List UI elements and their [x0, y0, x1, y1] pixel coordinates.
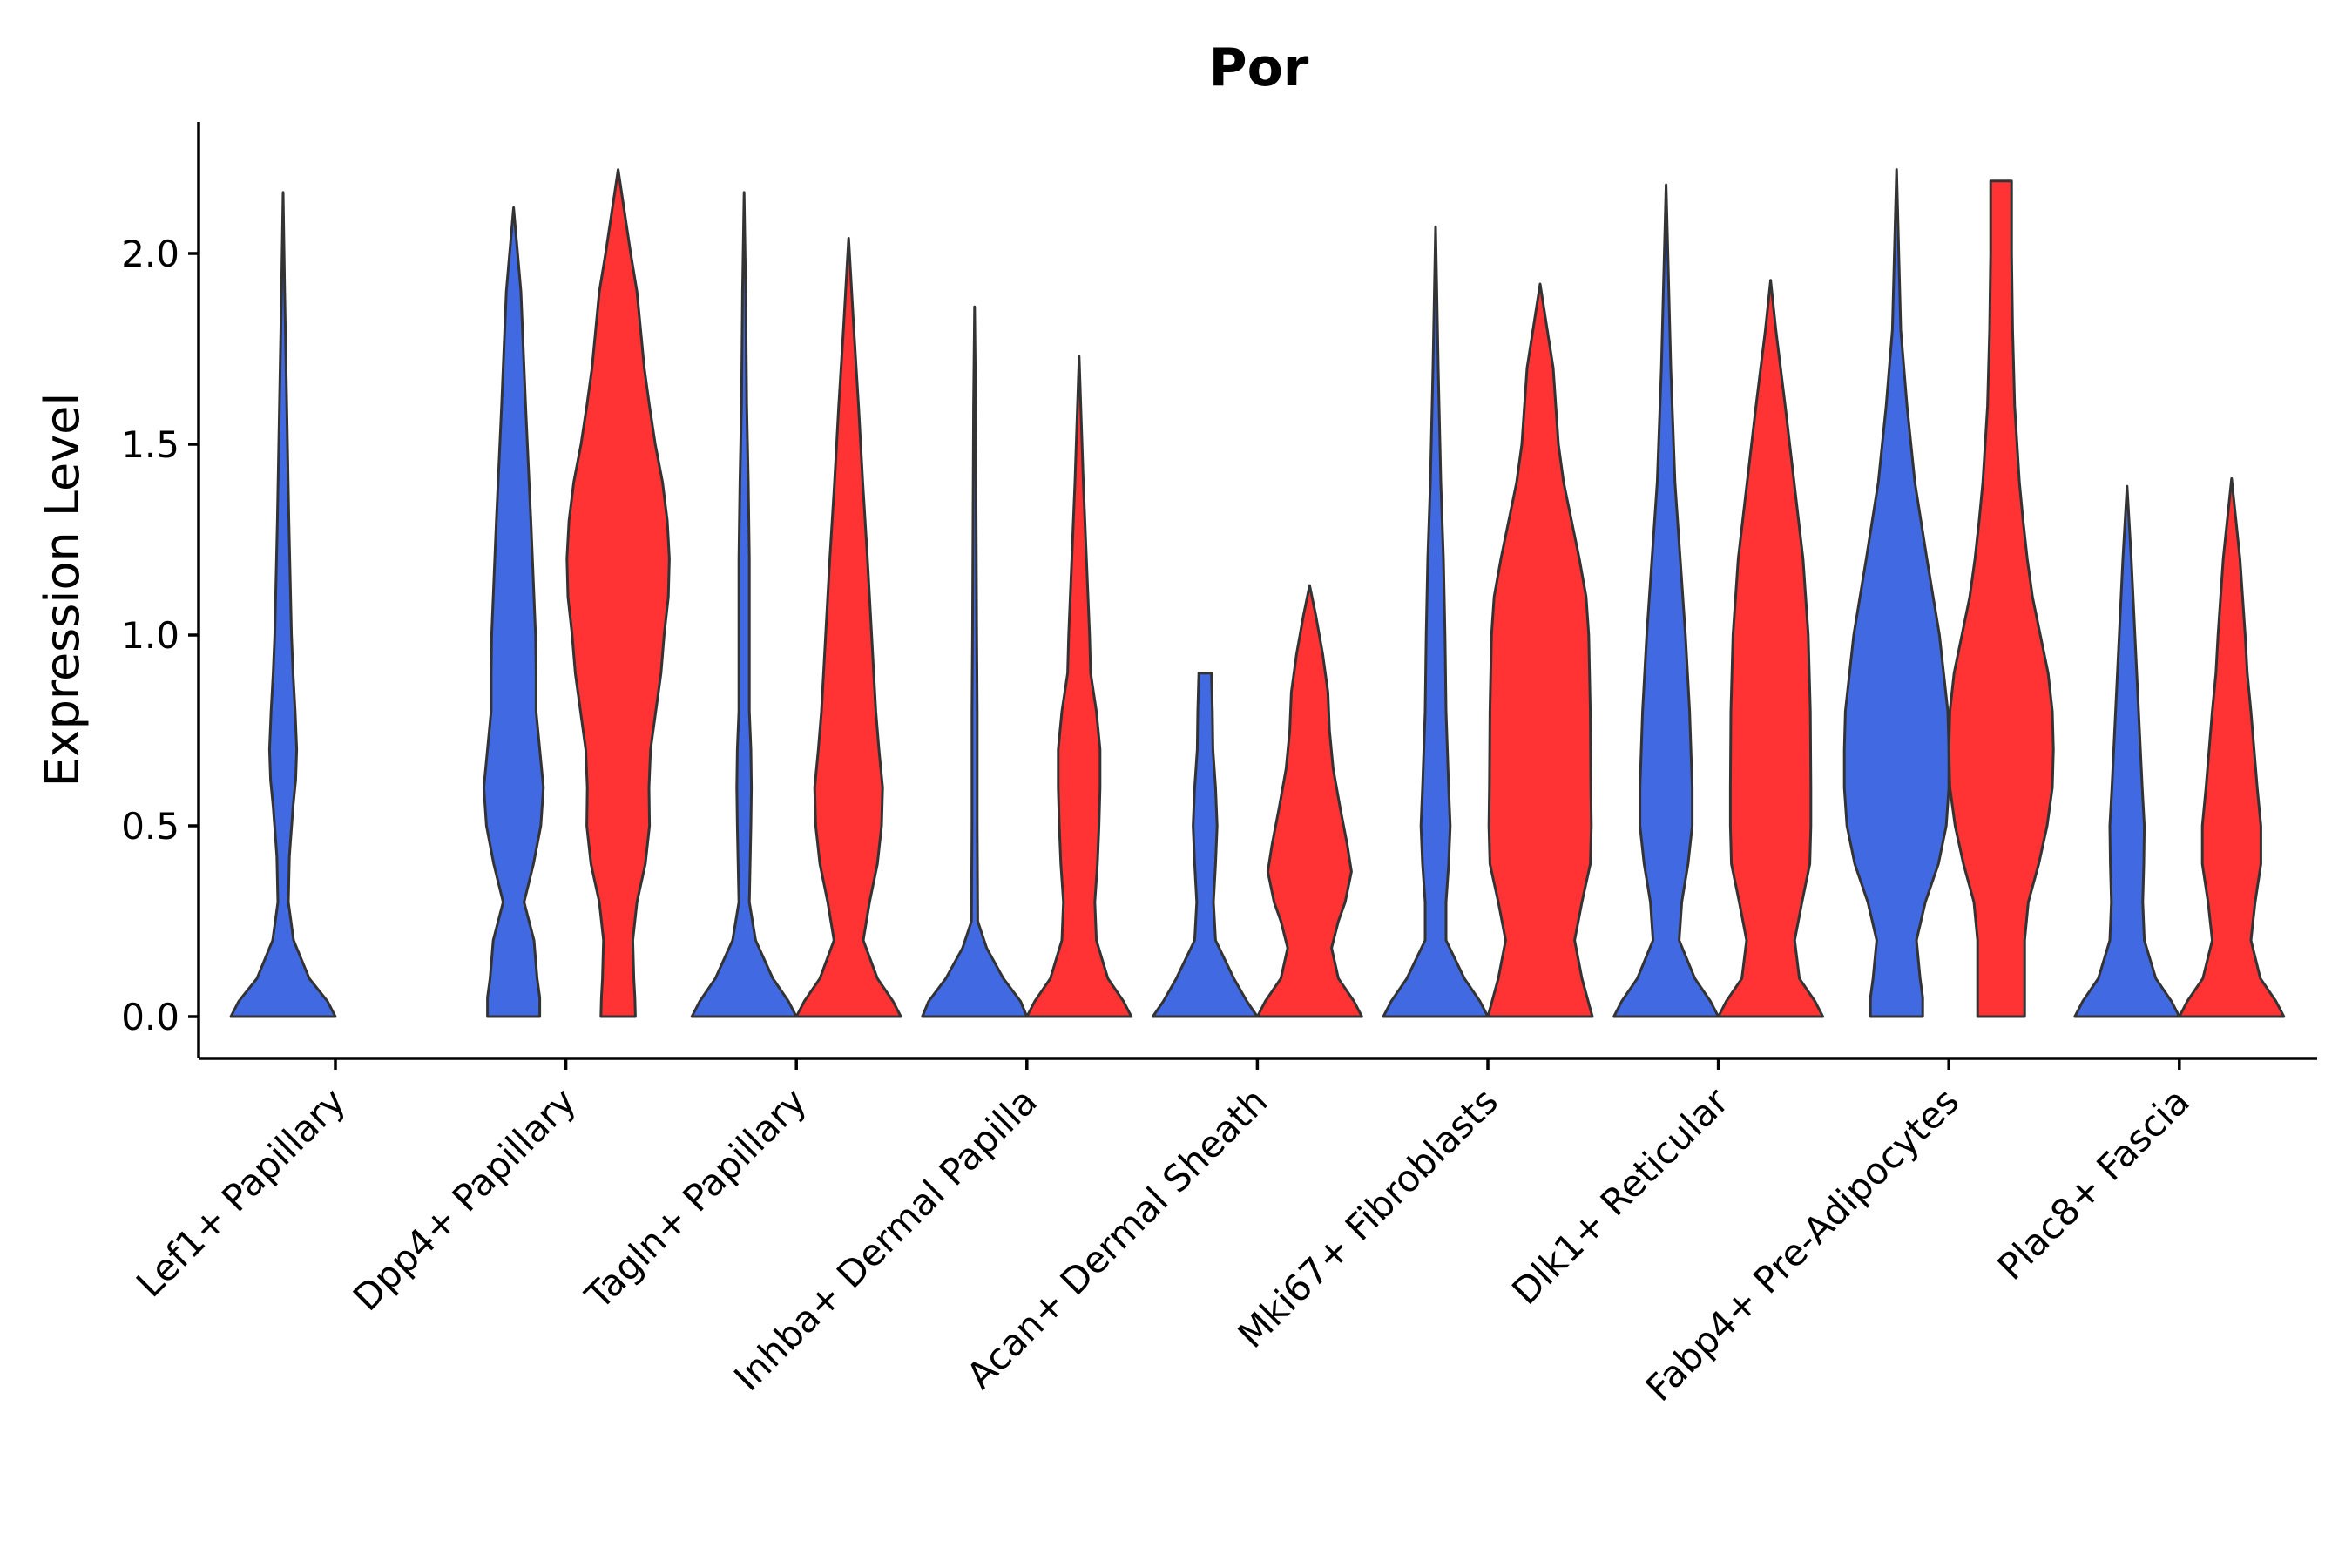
x-tick-label: Lef1+ Papillary — [128, 1079, 354, 1305]
x-tick-label: Dpp4+ Papillary — [345, 1079, 585, 1319]
y-tick-label: 2.0 — [121, 233, 179, 275]
y-tick-label: 1.0 — [121, 614, 179, 657]
violin-group1-1 — [229, 191, 337, 1018]
y-tick-label: 0.0 — [121, 996, 179, 1038]
chart-title: Por — [1209, 37, 1309, 98]
violin-group2-5 — [1255, 584, 1363, 1018]
violin-group2-3 — [794, 237, 902, 1018]
violin-group2-9 — [2178, 476, 2286, 1018]
violin-group1-6 — [1382, 225, 1490, 1018]
violin-group1-4 — [921, 305, 1029, 1018]
violin-group2-8 — [1947, 179, 2055, 1018]
violin-group1-9 — [2073, 484, 2181, 1018]
violin-group2-7 — [1717, 279, 1825, 1018]
x-tick-label: Dlk1+ Reticular — [1504, 1079, 1737, 1313]
violin-group2-2 — [565, 168, 671, 1018]
violin-group — [229, 168, 2286, 1018]
violin-group1-2 — [482, 206, 545, 1018]
x-tick-label: Tagln+ Papillary — [577, 1079, 814, 1317]
violin-group1-7 — [1612, 183, 1720, 1018]
y-axis-label: Expression Level — [35, 393, 90, 787]
violin-group2-6 — [1486, 282, 1594, 1018]
y-ticks: 0.0 0.5 1.0 1.5 2.0 — [121, 233, 199, 1038]
x-tick-label: Mki67+ Fibroblasts — [1230, 1079, 1506, 1355]
violin-group1-5 — [1151, 672, 1259, 1018]
violin-group1-8 — [1842, 168, 1950, 1018]
violin-group2-4 — [1025, 355, 1133, 1018]
x-tick-label: Plac8+ Fascia — [1990, 1079, 2198, 1288]
y-tick-label: 0.5 — [121, 805, 179, 848]
y-tick-label: 1.5 — [121, 423, 179, 466]
violin-group1-3 — [690, 191, 798, 1018]
